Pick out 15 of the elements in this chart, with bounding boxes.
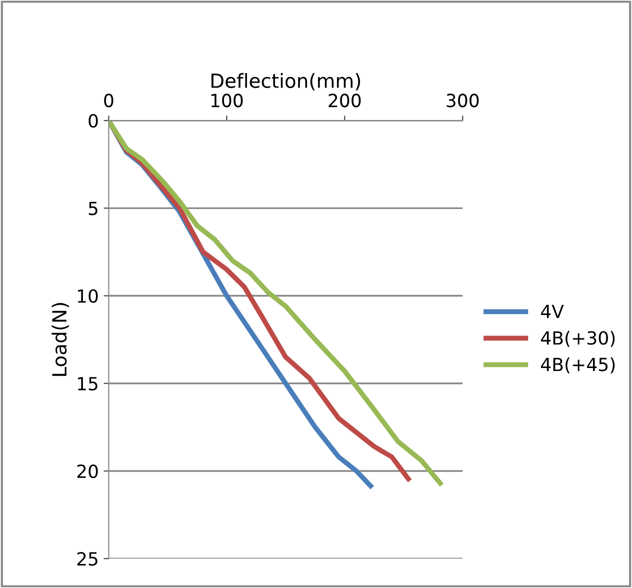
y-axis-title: Load(N) — [52, 303, 69, 376]
x-tick-label: 0 — [104, 94, 114, 108]
x-tick-label: 300 — [446, 94, 479, 108]
y-tick-label: 10 — [78, 289, 98, 303]
x-axis-title: Deflection(mm) — [212, 73, 360, 90]
legend-label: 4B(+30) — [541, 330, 615, 347]
legend-label: 4V — [541, 304, 564, 318]
y-tick-label: 25 — [77, 552, 98, 566]
y-tick-label: 20 — [77, 464, 98, 478]
x-tick-label: 100 — [211, 94, 243, 108]
y-tick-label: 5 — [88, 202, 98, 216]
x-tick-label: 200 — [328, 94, 361, 108]
legend-label: 4B(+45) — [541, 357, 615, 374]
y-tick-label: 15 — [78, 377, 98, 390]
y-tick-label: 0 — [88, 114, 98, 128]
